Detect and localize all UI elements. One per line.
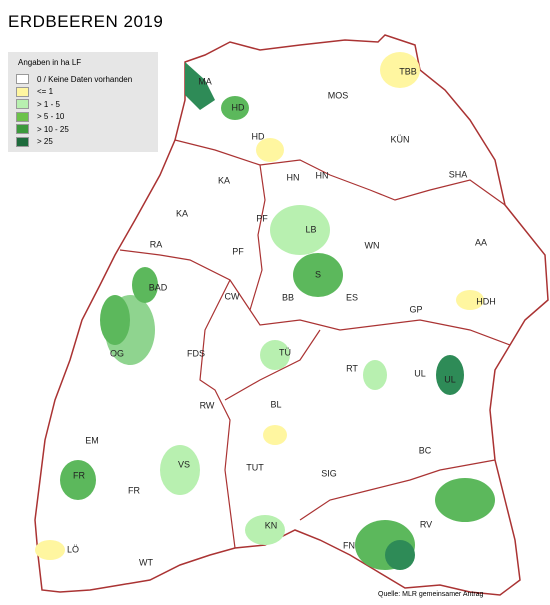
district-label: KA	[218, 175, 230, 185]
district-label: RT	[346, 363, 358, 373]
district-label: MOS	[328, 90, 349, 100]
district-label: TÜ	[279, 347, 291, 357]
legend-label: 0 / Keine Daten vorhanden	[37, 74, 133, 84]
legend: Angaben in ha LF 0 / Keine Daten vorhand…	[8, 52, 158, 152]
legend-item: > 1 - 5	[16, 99, 60, 109]
district-label: LB	[305, 224, 316, 234]
district-label: VS	[178, 459, 190, 469]
legend-item: <= 1	[16, 86, 54, 97]
district-label: SHA	[449, 169, 468, 179]
district-label: TBB	[399, 66, 417, 76]
district-label: HD	[232, 102, 245, 112]
legend-item: > 10 - 25	[16, 124, 69, 134]
district-borders	[119, 139, 511, 549]
district-label: AA	[475, 237, 487, 247]
district-label: ES	[346, 292, 358, 302]
legend-swatch	[16, 74, 29, 84]
legend-swatch	[16, 86, 29, 97]
district-label: FDS	[187, 348, 205, 358]
region-fills	[35, 52, 495, 570]
district-label: HN	[316, 170, 329, 180]
district-label: SIG	[321, 468, 337, 478]
district-label: BC	[419, 445, 432, 455]
district-label: KN	[265, 520, 278, 530]
district-label: LÖ	[67, 544, 79, 554]
legend-swatch	[16, 111, 29, 122]
district-label: PF	[232, 246, 244, 256]
district-label: EM	[85, 435, 99, 445]
source-note: Quelle: MLR gemeinsamer Antrag	[378, 591, 484, 598]
district-label: RV	[420, 519, 432, 529]
district-label: BB	[282, 292, 294, 302]
legend-swatch	[16, 99, 29, 109]
district-label: MA	[198, 76, 212, 86]
district-label: FR	[128, 485, 140, 495]
district-label: BAD	[149, 282, 168, 292]
district-label: UL	[414, 368, 426, 378]
district-label: OG	[110, 348, 124, 358]
district-label: PF	[256, 213, 268, 223]
state-outline	[34, 34, 549, 596]
district-label: HDH	[476, 296, 496, 306]
map-title: ERDBEEREN 2019	[8, 12, 164, 31]
district-label: RW	[200, 400, 215, 410]
legend-swatch	[16, 124, 29, 134]
district-label: S	[315, 269, 321, 279]
district-labels: MA HD HD MOS TBB KÜN SHA HN HN KA KA PF …	[67, 66, 496, 567]
legend-label: > 25	[37, 137, 53, 146]
legend-label: <= 1	[37, 87, 54, 96]
district-label: FN	[343, 540, 355, 550]
legend-label: > 10 - 25	[37, 124, 69, 134]
district-label: CW	[225, 291, 240, 301]
legend-label: > 1 - 5	[37, 99, 60, 109]
district-label: UL	[444, 374, 456, 384]
district-label: HN	[287, 172, 300, 182]
district-label: FR	[73, 470, 85, 480]
legend-title: Angaben in ha LF	[18, 58, 82, 67]
district-label: KA	[176, 208, 188, 218]
district-label: WN	[365, 240, 380, 250]
district-label: GP	[409, 304, 422, 314]
legend-item: 0 / Keine Daten vorhanden	[16, 74, 132, 84]
legend-item: > 5 - 10	[16, 111, 65, 122]
district-label: HD	[252, 131, 265, 141]
district-label: BL	[270, 399, 281, 409]
district-label: RA	[150, 239, 163, 249]
legend-label: > 5 - 10	[37, 112, 65, 121]
legend-swatch	[16, 136, 29, 147]
district-label: WT	[139, 557, 153, 567]
district-label: KÜN	[390, 134, 409, 144]
district-label: TUT	[246, 462, 264, 472]
legend-item: > 25	[16, 136, 53, 147]
